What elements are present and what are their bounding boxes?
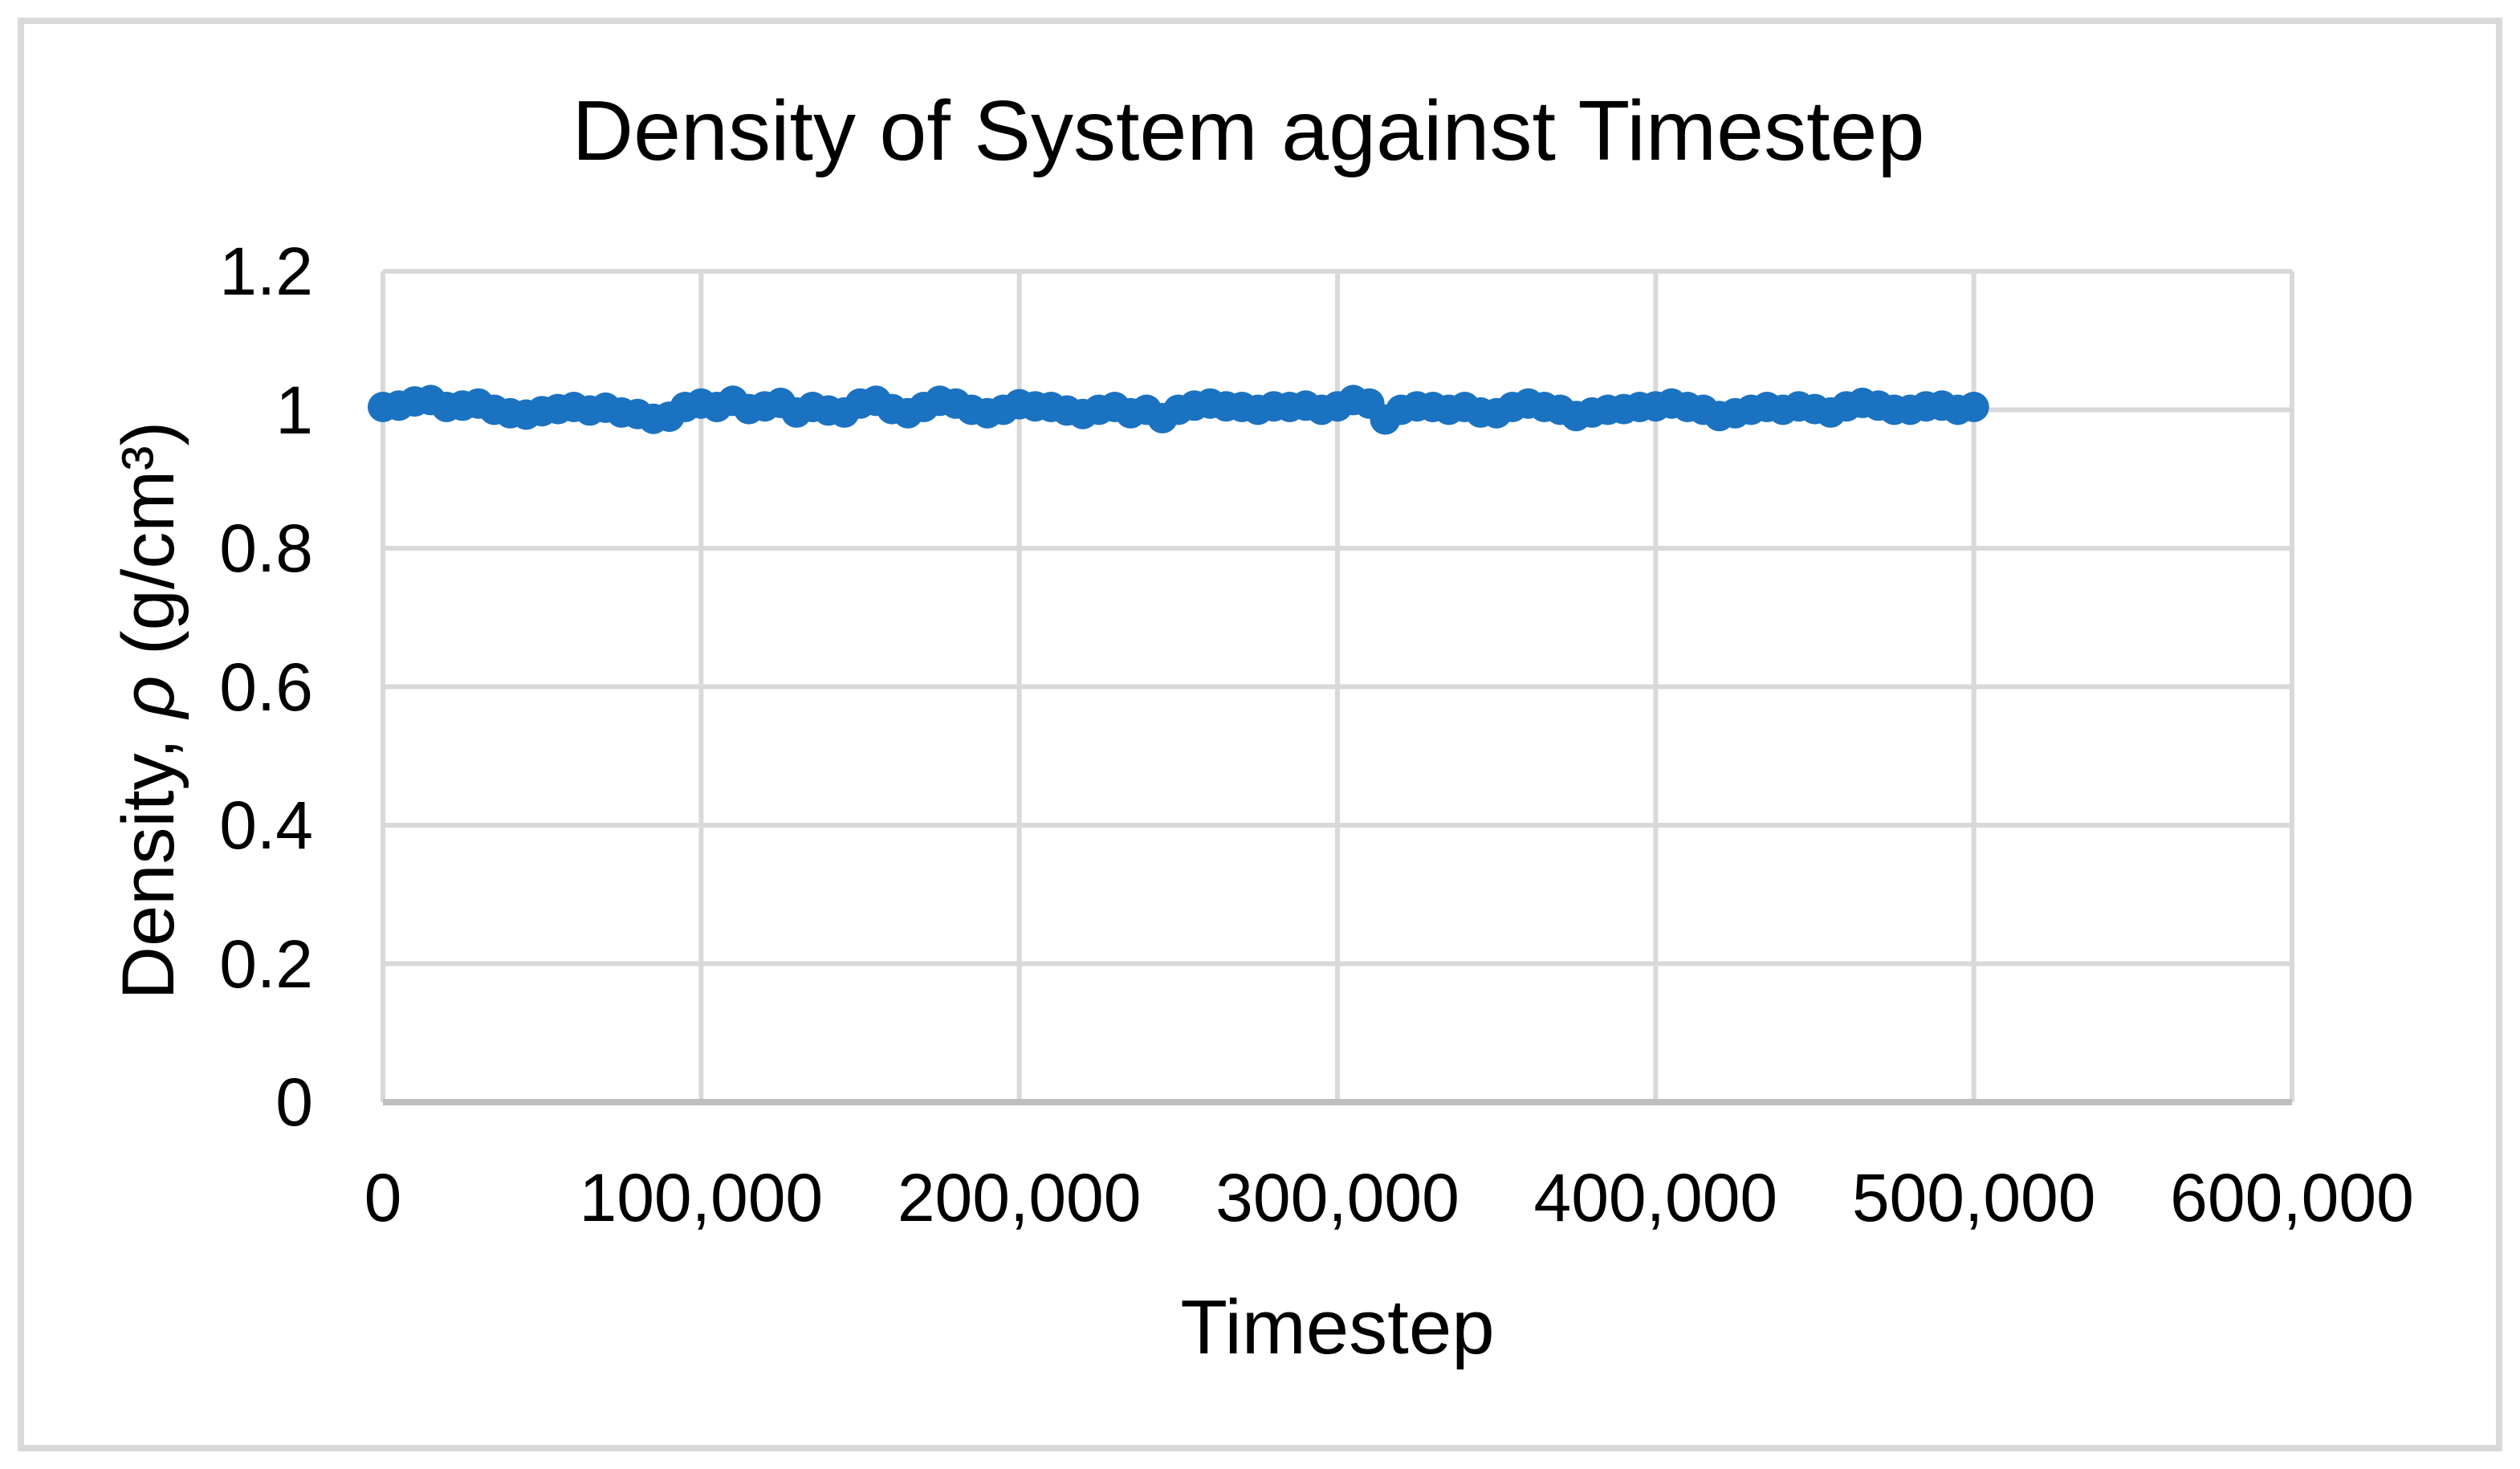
- y-axis-tick-label: 0.4: [219, 787, 313, 863]
- chart-outer-border: [18, 18, 2502, 1451]
- y-axis-tick-label: 0.6: [219, 649, 313, 725]
- y-axis-tick-label: 1: [275, 372, 313, 448]
- x-axis-title: Timestep: [1180, 1284, 1495, 1370]
- x-axis-tick-label: 300,000: [1215, 1160, 1459, 1235]
- x-axis-tick-label: 0: [364, 1160, 402, 1235]
- x-axis-tick-label: 200,000: [897, 1160, 1142, 1235]
- x-axis-tick-label: 500,000: [1851, 1160, 2096, 1235]
- data-point-marker: [1958, 392, 1989, 422]
- x-axis-tick-label: 400,000: [1533, 1160, 1778, 1235]
- x-axis-tick-label: 600,000: [2170, 1160, 2414, 1235]
- x-axis-tick-label: 100,000: [579, 1160, 824, 1235]
- y-axis-tick-label: 0.8: [219, 511, 313, 586]
- y-axis-tick-label: 0: [275, 1064, 313, 1140]
- chart-title: Density of System against Timestep: [572, 83, 1925, 178]
- y-axis-tick-label: 0.2: [219, 926, 313, 1002]
- y-axis-tick-label: 1.2: [219, 234, 313, 309]
